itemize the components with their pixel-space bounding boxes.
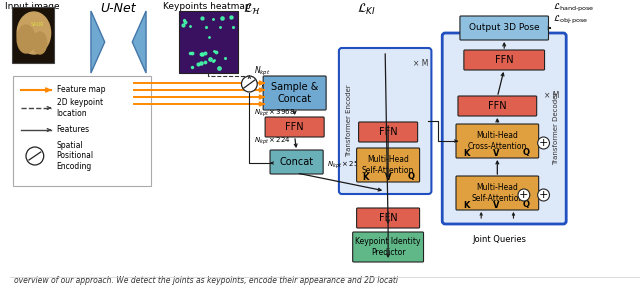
Circle shape — [518, 189, 530, 201]
Bar — [12, 7, 54, 63]
FancyBboxPatch shape — [358, 122, 418, 142]
Text: $\mathcal{L}_\mathrm{obj\text{-}pose}$: $\mathcal{L}_\mathrm{obj\text{-}pose}$ — [554, 14, 588, 26]
FancyBboxPatch shape — [464, 50, 545, 70]
Text: Q: Q — [407, 173, 414, 182]
Text: $N_{kpt} \times 32$: $N_{kpt} \times 32$ — [260, 83, 292, 95]
Text: Output 3D Pose: Output 3D Pose — [469, 24, 540, 33]
Circle shape — [26, 147, 44, 165]
FancyBboxPatch shape — [270, 150, 323, 174]
Circle shape — [538, 137, 550, 149]
Text: Sample &
Concat: Sample & Concat — [271, 82, 318, 104]
FancyBboxPatch shape — [356, 148, 420, 182]
Text: Transformer Decoder: Transformer Decoder — [554, 92, 559, 165]
Bar — [13, 76, 151, 186]
Text: $N_{kpt} \times 3968$: $N_{kpt} \times 3968$ — [254, 107, 296, 119]
Text: Q: Q — [522, 148, 529, 157]
Circle shape — [241, 76, 257, 92]
Text: K: K — [463, 148, 470, 157]
Text: FFN: FFN — [495, 55, 513, 65]
FancyBboxPatch shape — [339, 48, 431, 194]
Text: $N_{kpt}$: $N_{kpt}$ — [254, 64, 271, 77]
Ellipse shape — [17, 12, 51, 54]
Text: +: + — [539, 190, 548, 200]
Text: FFN: FFN — [379, 127, 397, 137]
Text: +: + — [519, 190, 529, 200]
FancyBboxPatch shape — [442, 33, 566, 224]
Text: Keypoint Identity
Predictor: Keypoint Identity Predictor — [355, 237, 421, 257]
Text: × M: × M — [413, 58, 428, 68]
Text: Concat: Concat — [280, 157, 314, 167]
Text: FFN: FFN — [285, 122, 304, 132]
FancyBboxPatch shape — [458, 96, 537, 116]
Text: Transformer Encoder: Transformer Encoder — [346, 85, 352, 157]
Text: Input image: Input image — [4, 2, 60, 11]
Text: FFN: FFN — [379, 213, 397, 223]
Text: $\mathcal{L}_\mathrm{hand\text{-}pose}$: $\mathcal{L}_\mathrm{hand\text{-}pose}$ — [554, 2, 595, 14]
FancyBboxPatch shape — [356, 208, 420, 228]
Polygon shape — [132, 11, 146, 73]
Text: Spatial
Positional
Encoding: Spatial Positional Encoding — [56, 141, 93, 171]
Ellipse shape — [33, 32, 47, 54]
Text: $N_{kpt} \times 224$: $N_{kpt} \times 224$ — [254, 135, 291, 147]
Text: U-Net: U-Net — [100, 2, 136, 15]
Text: K: K — [463, 200, 470, 210]
Text: Keypoints heatmap: Keypoints heatmap — [163, 2, 251, 11]
Ellipse shape — [17, 25, 35, 53]
Text: $N_{kpt} \times 256$: $N_{kpt} \times 256$ — [327, 159, 364, 171]
FancyBboxPatch shape — [263, 76, 326, 110]
Text: $\mathcal{L}_{KI}$: $\mathcal{L}_{KI}$ — [356, 2, 376, 17]
Text: × M: × M — [544, 91, 559, 100]
Text: Joint Queries: Joint Queries — [472, 235, 526, 244]
Text: FFN: FFN — [488, 101, 507, 111]
FancyBboxPatch shape — [456, 124, 539, 158]
Text: V: V — [493, 148, 500, 157]
FancyBboxPatch shape — [353, 232, 424, 262]
Text: 2D keypoint
location: 2D keypoint location — [56, 98, 102, 118]
Text: V: V — [493, 200, 500, 210]
Circle shape — [538, 189, 550, 201]
Text: K: K — [362, 173, 369, 182]
Text: Feature map: Feature map — [56, 86, 105, 95]
Text: Multi-Head
Self-Attention: Multi-Head Self-Attention — [362, 155, 414, 175]
Text: overview of our approach. We detect the joints as keypoints, encode their appear: overview of our approach. We detect the … — [14, 276, 398, 285]
Text: Features: Features — [56, 125, 90, 134]
Text: Q: Q — [522, 200, 529, 210]
Text: SAUR: SAUR — [31, 22, 45, 28]
Text: Multi-Head
Cross-Attention: Multi-Head Cross-Attention — [468, 131, 527, 151]
Bar — [179, 11, 237, 73]
Text: V: V — [385, 173, 391, 182]
Polygon shape — [91, 11, 105, 73]
FancyBboxPatch shape — [460, 16, 548, 40]
Text: +: + — [539, 138, 548, 148]
FancyBboxPatch shape — [456, 176, 539, 210]
Text: $\mathcal{L}_\mathcal{H}$: $\mathcal{L}_\mathcal{H}$ — [243, 2, 262, 17]
Text: Multi-Head
Self-Attention: Multi-Head Self-Attention — [471, 183, 524, 203]
FancyBboxPatch shape — [265, 117, 324, 137]
